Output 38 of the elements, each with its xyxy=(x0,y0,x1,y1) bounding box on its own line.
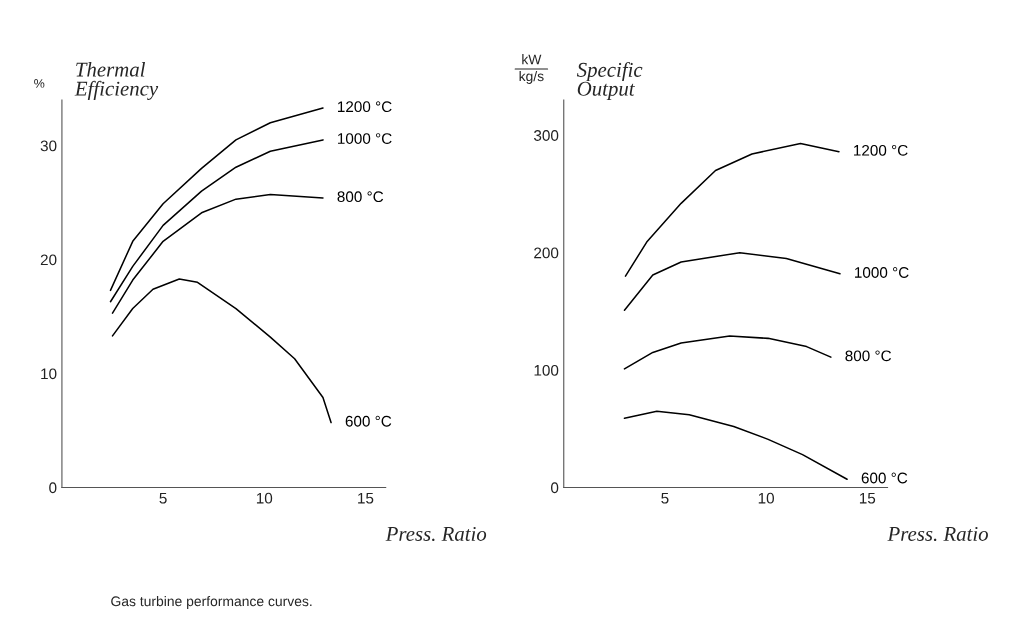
y-tick-label: 20 xyxy=(40,254,57,266)
y-axis-title: Specific Output xyxy=(576,62,643,100)
series-label: 1000 °C xyxy=(855,267,909,278)
series-label: 1200 °C xyxy=(338,101,392,113)
y-tick-label: 30 xyxy=(40,140,57,152)
x-tick-label: 10 xyxy=(256,492,273,504)
y-tick-label: 100 xyxy=(534,364,559,376)
y-tick-label: 200 xyxy=(534,247,559,259)
text: kW xyxy=(522,54,542,65)
line-series xyxy=(109,107,324,292)
line-series xyxy=(624,142,840,277)
series-label: 1000 °C xyxy=(338,133,392,144)
x-axis-title: Press. Ratio xyxy=(385,526,487,541)
x-tick-label: 5 xyxy=(159,492,167,504)
x-axis-title: Press. Ratio xyxy=(887,526,988,541)
line-series xyxy=(111,278,332,424)
text: kg/s xyxy=(519,70,544,84)
x-tick-label: 15 xyxy=(859,492,876,504)
x-tick-label: 5 xyxy=(661,492,669,504)
series-label: 800 °C xyxy=(337,191,384,203)
line-series xyxy=(111,193,324,314)
series-label: 800 °C xyxy=(845,350,892,362)
series-label: 1200 °C xyxy=(854,144,908,156)
text: % xyxy=(34,79,45,88)
x-tick-label: 15 xyxy=(358,492,374,504)
x-tick-label: 10 xyxy=(758,492,775,504)
text: Gas turbine performance curves. xyxy=(111,596,312,609)
line-series xyxy=(109,139,324,303)
line-series xyxy=(623,335,832,370)
line-series xyxy=(623,251,841,311)
y-tick-label: 300 xyxy=(533,130,559,141)
y-tick-label: 10 xyxy=(41,368,57,380)
y-axis-title: Thermal Efficiency xyxy=(74,61,159,100)
line-series xyxy=(623,410,848,481)
y-tick-label: 0 xyxy=(551,482,559,494)
y-tick-label: 0 xyxy=(49,482,57,494)
series-label: 600 °C xyxy=(861,472,908,484)
series-label: 600 °C xyxy=(345,415,392,427)
